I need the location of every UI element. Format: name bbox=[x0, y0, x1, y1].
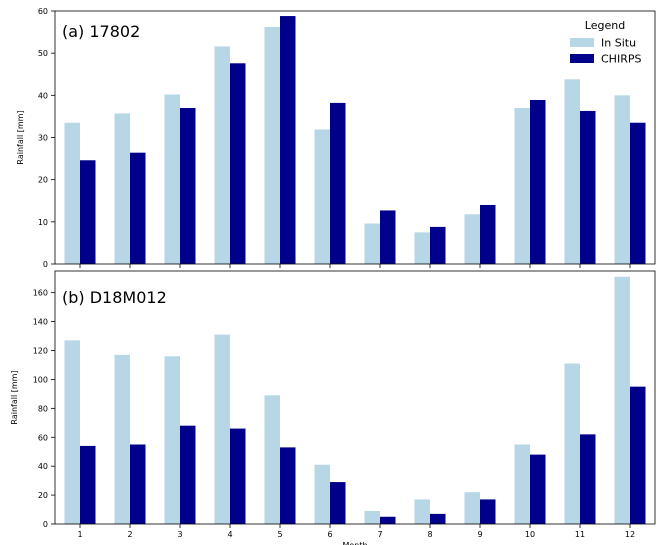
x-tick-label: 8 bbox=[427, 530, 432, 539]
bar-in-situ-month-12 bbox=[614, 276, 630, 524]
panel-label: (b) D18M012 bbox=[62, 288, 167, 307]
legend-label-in-situ: In Situ bbox=[601, 37, 636, 50]
y-tick-label: 40 bbox=[38, 462, 48, 471]
x-tick-label: 9 bbox=[477, 530, 482, 539]
x-tick-label: 3 bbox=[177, 530, 182, 539]
bar-chirps-month-5 bbox=[280, 16, 296, 265]
bar-chirps-month-9 bbox=[480, 499, 496, 524]
bar-in-situ-month-10 bbox=[514, 107, 530, 264]
bar-in-situ-month-3 bbox=[164, 94, 180, 265]
y-tick-label: 0 bbox=[43, 520, 48, 529]
bar-chirps-month-6 bbox=[330, 102, 346, 264]
bar-chirps-month-11 bbox=[580, 110, 596, 264]
y-axis-title: Rainfall [mm] bbox=[10, 370, 19, 424]
bar-chirps-month-2 bbox=[130, 152, 146, 264]
legend-label-chirps: CHIRPS bbox=[601, 53, 641, 66]
chart-panel-1: 0 10 20 30 40 50 60 Rainfall [mm] (a) 17802 Legen… bbox=[16, 7, 656, 269]
bar-in-situ-month-2 bbox=[114, 113, 130, 265]
bar-chirps-month-4 bbox=[230, 428, 246, 524]
bar-chirps-month-6 bbox=[330, 482, 346, 524]
bar-in-situ-month-9 bbox=[464, 492, 480, 524]
legend-title: Legend bbox=[585, 19, 625, 32]
bar-in-situ-month-9 bbox=[464, 214, 480, 264]
y-tick-label: 40 bbox=[38, 91, 48, 100]
bar-chirps-month-10 bbox=[530, 99, 546, 264]
y-tick-label: 0 bbox=[43, 260, 48, 269]
x-tick-label: 2 bbox=[127, 530, 132, 539]
bar-chirps-month-8 bbox=[430, 226, 446, 264]
y-tick-label: 160 bbox=[33, 289, 48, 298]
panel-label: (a) 17802 bbox=[62, 22, 140, 41]
bar-in-situ-month-4 bbox=[214, 46, 230, 264]
bar-chirps-month-3 bbox=[180, 107, 196, 264]
bar-in-situ-month-6 bbox=[314, 464, 330, 524]
x-tick-label: 11 bbox=[575, 530, 585, 539]
bar-in-situ-month-7 bbox=[364, 510, 380, 524]
bar-chirps-month-9 bbox=[480, 204, 496, 264]
bar-in-situ-month-5 bbox=[264, 27, 280, 264]
bar-in-situ-month-1 bbox=[64, 340, 80, 524]
legend: Legend In Situ CHIRPS bbox=[570, 19, 641, 66]
bar-in-situ-month-11 bbox=[564, 363, 580, 524]
bar-in-situ-month-2 bbox=[114, 354, 130, 524]
y-tick-label: 60 bbox=[38, 433, 48, 442]
bar-chirps-month-2 bbox=[130, 444, 146, 524]
bar-in-situ-month-6 bbox=[314, 129, 330, 264]
y-tick-label: 140 bbox=[33, 318, 48, 327]
y-tick-label: 20 bbox=[38, 491, 48, 500]
y-axis-title: Rainfall [mm] bbox=[16, 110, 25, 164]
bar-chirps-month-12 bbox=[630, 386, 646, 524]
bar-in-situ-month-12 bbox=[614, 95, 630, 264]
bar-in-situ-month-3 bbox=[164, 356, 180, 524]
legend-swatch-in-situ bbox=[570, 38, 594, 47]
y-tick-label: 10 bbox=[38, 218, 48, 227]
y-tick-label: 100 bbox=[33, 375, 48, 384]
bar-in-situ-month-4 bbox=[214, 334, 230, 524]
bar-chirps-month-3 bbox=[180, 425, 196, 524]
bar-in-situ-month-8 bbox=[414, 499, 430, 524]
x-tick-label: 6 bbox=[327, 530, 332, 539]
legend-swatch-chirps bbox=[570, 54, 594, 63]
bar-in-situ-month-5 bbox=[264, 395, 280, 524]
bar-in-situ-month-7 bbox=[364, 223, 380, 264]
bar-chirps-month-8 bbox=[430, 513, 446, 524]
bar-in-situ-month-1 bbox=[64, 122, 80, 265]
x-tick-label: 4 bbox=[227, 530, 232, 539]
x-tick-label: 7 bbox=[377, 530, 382, 539]
bar-in-situ-month-8 bbox=[414, 232, 430, 265]
y-tick-label: 20 bbox=[38, 176, 48, 185]
bar-chirps-month-5 bbox=[280, 447, 296, 524]
x-tick-label: 12 bbox=[625, 530, 635, 539]
x-axis-title: Month bbox=[342, 541, 367, 545]
y-tick-label: 80 bbox=[38, 404, 48, 413]
y-tick-label: 60 bbox=[38, 7, 48, 16]
bar-chirps-month-10 bbox=[530, 454, 546, 524]
y-tick-label: 30 bbox=[38, 134, 48, 143]
bar-chirps-month-4 bbox=[230, 63, 246, 264]
x-tick-label: 10 bbox=[525, 530, 535, 539]
x-tick-label: 1 bbox=[77, 530, 82, 539]
bar-chirps-month-7 bbox=[380, 516, 396, 524]
y-tick-label: 50 bbox=[38, 49, 48, 58]
bar-chirps-month-12 bbox=[630, 122, 646, 265]
bar-in-situ-month-11 bbox=[564, 79, 580, 264]
plot-frame bbox=[54, 270, 656, 525]
y-tick-label: 120 bbox=[33, 347, 48, 356]
bar-chirps-month-11 bbox=[580, 434, 596, 524]
bar-chirps-month-1 bbox=[80, 160, 96, 264]
bar-chirps-month-1 bbox=[80, 445, 96, 524]
bar-chirps-month-7 bbox=[380, 210, 396, 264]
bar-in-situ-month-10 bbox=[514, 444, 530, 524]
x-tick-label: 5 bbox=[277, 530, 282, 539]
